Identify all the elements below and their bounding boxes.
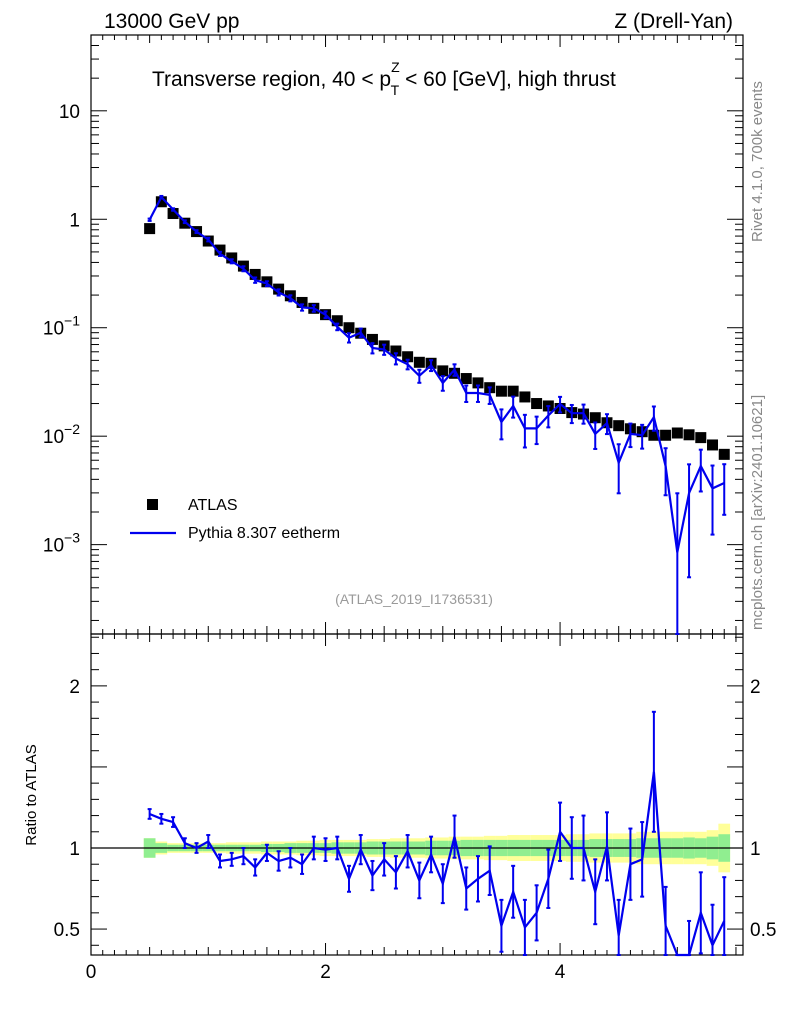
ratio-line <box>149 771 726 957</box>
ratio-ylabel: Ratio to ATLAS <box>23 744 40 845</box>
mcplots-label: mcplots.cern.ch [arXiv:2401.10621] <box>749 395 766 630</box>
atlas-point <box>226 252 238 264</box>
ratio-y-tick-label-right: 2 <box>750 677 761 698</box>
atlas-point <box>167 208 179 220</box>
rivet-version-label: Rivet 4.1.0, 700k events <box>749 81 766 242</box>
ratio-y-tick-label: 0.5 <box>54 920 80 941</box>
atlas-point <box>144 223 156 235</box>
atlas-point <box>460 373 472 385</box>
atlas-point <box>519 391 531 403</box>
atlas-point <box>472 377 484 389</box>
y-tick-label: 10 <box>59 102 80 123</box>
atlas-point <box>718 448 730 460</box>
atlas-point <box>660 429 672 441</box>
atlas-point <box>648 429 660 441</box>
atlas-point <box>589 412 601 424</box>
y-tick-label: 10−1 <box>43 313 80 340</box>
ratio-y-tick-label: 1 <box>69 839 80 860</box>
atlas-point <box>695 432 707 444</box>
y-tick-label: 1 <box>69 210 80 231</box>
atlas-point <box>214 244 226 256</box>
x-tick-label: 4 <box>555 962 566 983</box>
analysis-id-label: (ATLAS_2019_I1736531) <box>335 591 493 607</box>
atlas-point <box>402 351 414 363</box>
plot-frames <box>90 34 744 956</box>
x-tick-label: 0 <box>86 962 97 983</box>
atlas-point <box>296 296 308 308</box>
atlas-point <box>495 385 507 397</box>
y-tick-label: 10−3 <box>43 530 80 557</box>
atlas-point <box>390 345 402 357</box>
legend-atlas-label: ATLAS <box>188 497 238 514</box>
plot-title-pre: Transverse region, 40 < p <box>152 68 391 91</box>
ratio-plot-frame <box>90 633 744 956</box>
main-plot-frame <box>90 34 744 635</box>
atlas-point <box>613 420 625 432</box>
legend-atlas-marker <box>147 499 158 510</box>
atlas-point <box>437 365 449 377</box>
atlas-point <box>507 385 519 397</box>
plot-title-sup: Z <box>391 59 400 75</box>
atlas-point <box>683 429 695 441</box>
y-tick-label: 10−2 <box>43 421 80 448</box>
ratio-y-tick-label-right: 0.5 <box>750 920 776 941</box>
atlas-point <box>331 315 343 327</box>
plot-title: Transverse region, 40 < pZ T < 60 [GeV], … <box>152 59 616 98</box>
ratio-y-tick-label: 2 <box>69 677 80 698</box>
atlas-point <box>413 356 425 368</box>
legend-pythia-label: Pythia 8.307 eetherm <box>188 525 340 542</box>
atlas-point <box>155 196 167 208</box>
data-series <box>144 194 730 957</box>
atlas-point <box>707 439 719 451</box>
atlas-point <box>531 398 543 410</box>
atlas-point <box>249 268 261 280</box>
x-tick-label: 2 <box>320 962 331 983</box>
atlas-point <box>366 333 378 345</box>
atlas-point <box>343 322 355 334</box>
header-right-label: Z (Drell-Yan) <box>614 10 733 33</box>
atlas-point <box>671 427 683 439</box>
ratio-y-tick-label-right: 1 <box>750 839 761 860</box>
plot-title-sub: T <box>391 82 400 98</box>
header-left-label: 13000 GeV pp <box>104 10 239 33</box>
plot-title-post: < 60 [GeV], high thrust <box>399 68 616 91</box>
